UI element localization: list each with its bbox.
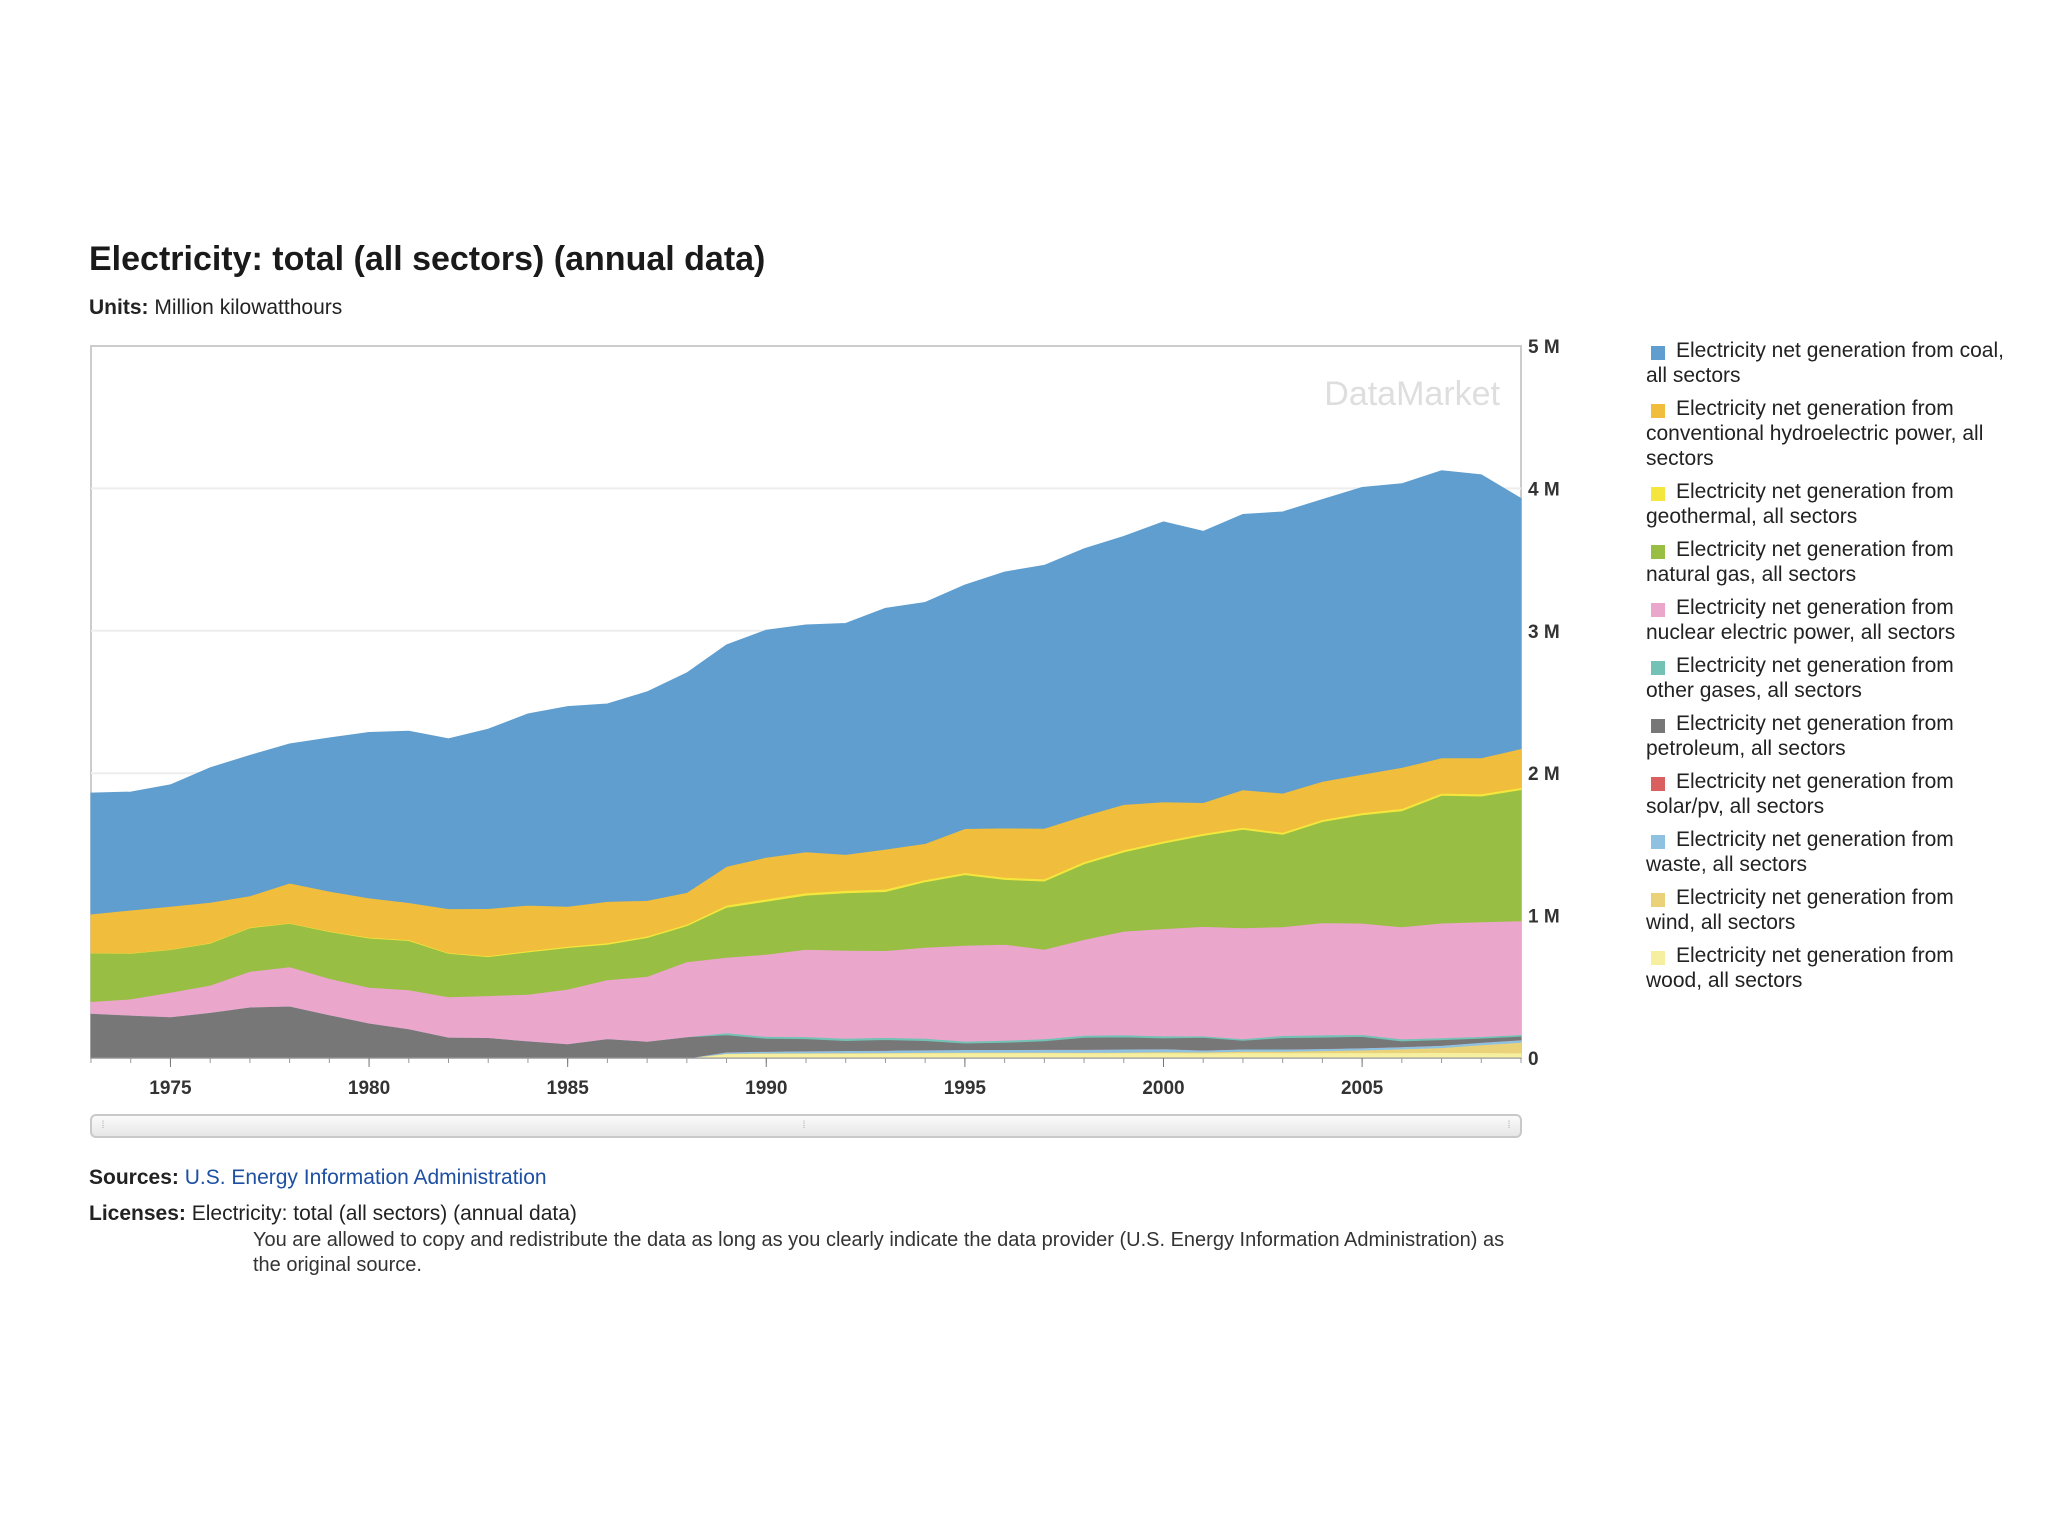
legend-item[interactable]: Electricity net generation from natural … bbox=[1646, 537, 2006, 587]
area-series-10[interactable] bbox=[90, 470, 1522, 915]
legend-label: Electricity net generation from natural … bbox=[1646, 538, 1954, 586]
x-tick-label: 1980 bbox=[348, 1078, 390, 1099]
legend-label: Electricity net generation from petroleu… bbox=[1646, 712, 1954, 760]
licenses-label: Licenses: bbox=[89, 1202, 186, 1225]
scrollbar-left-handle[interactable]: ⁞ bbox=[101, 1120, 105, 1131]
x-tick-label: 2000 bbox=[1142, 1078, 1184, 1099]
legend-swatch bbox=[1651, 661, 1665, 675]
legend-swatch bbox=[1651, 545, 1665, 559]
legend-item[interactable]: Electricity net generation from coal, al… bbox=[1646, 338, 2006, 388]
legend-item[interactable]: Electricity net generation from waste, a… bbox=[1646, 827, 2006, 877]
legend-swatch bbox=[1651, 487, 1665, 501]
legend-item[interactable]: Electricity net generation from conventi… bbox=[1646, 396, 2006, 471]
x-tick-label: 1990 bbox=[745, 1078, 787, 1099]
legend-swatch bbox=[1651, 719, 1665, 733]
sources-line: Sources: U.S. Energy Information Adminis… bbox=[89, 1166, 547, 1190]
scrollbar-center-grip[interactable]: ⁞ bbox=[802, 1120, 806, 1131]
x-tick-label: 1985 bbox=[547, 1078, 590, 1099]
x-tick-label: 2005 bbox=[1341, 1078, 1384, 1099]
sources-link[interactable]: U.S. Energy Information Administration bbox=[184, 1166, 547, 1189]
y-tick-label: 1 M bbox=[1528, 907, 1560, 928]
licenses-line: Licenses: Electricity: total (all sector… bbox=[89, 1202, 577, 1226]
legend-swatch bbox=[1651, 893, 1665, 907]
y-tick-label: 5 M bbox=[1528, 337, 1560, 358]
units-label: Units: bbox=[89, 296, 149, 319]
legend-swatch bbox=[1651, 951, 1665, 965]
legend-label: Electricity net generation from coal, al… bbox=[1646, 339, 2004, 387]
y-tick-label: 2 M bbox=[1528, 764, 1560, 785]
stacked-area-chart: DataMarket 0 1 M 2 M 3 M 4 M 5 M 1975 1980 1985… bbox=[90, 337, 1560, 1099]
legend-item[interactable]: Electricity net generation from wind, al… bbox=[1646, 885, 2006, 935]
sources-label: Sources: bbox=[89, 1166, 179, 1189]
watermark-text: DataMarket bbox=[1324, 375, 1500, 413]
legend-item[interactable]: Electricity net generation from other ga… bbox=[1646, 653, 2006, 703]
legend-swatch bbox=[1651, 346, 1665, 360]
legend-item[interactable]: Electricity net generation from geotherm… bbox=[1646, 479, 2006, 529]
scrollbar-right-handle[interactable]: ⁞ bbox=[1507, 1120, 1511, 1131]
y-tick-label: 3 M bbox=[1528, 622, 1560, 643]
x-axis: 1975 1980 1985 1990 1995 2000 2005 bbox=[90, 1057, 1522, 1099]
page-title: Electricity: total (all sectors) (annual… bbox=[89, 240, 766, 278]
legend-label: Electricity net generation from waste, a… bbox=[1646, 828, 1954, 876]
legend-item[interactable]: Electricity net generation from solar/pv… bbox=[1646, 769, 2006, 819]
units-line: Units: Million kilowatthours bbox=[89, 296, 342, 320]
legend-swatch bbox=[1651, 404, 1665, 418]
legend: Electricity net generation from coal, al… bbox=[1646, 338, 2006, 1001]
legend-swatch bbox=[1651, 603, 1665, 617]
legend-label: Electricity net generation from solar/pv… bbox=[1646, 770, 1954, 818]
legend-label: Electricity net generation from conventi… bbox=[1646, 397, 1984, 470]
legend-label: Electricity net generation from other ga… bbox=[1646, 654, 1954, 702]
legend-item[interactable]: Electricity net generation from nuclear … bbox=[1646, 595, 2006, 645]
legend-label: Electricity net generation from nuclear … bbox=[1646, 596, 1956, 644]
x-tick-label: 1995 bbox=[944, 1078, 987, 1099]
legend-swatch bbox=[1651, 777, 1665, 791]
y-tick-label: 0 bbox=[1528, 1049, 1539, 1070]
range-scrollbar[interactable]: ⁞ ⁞ ⁞ bbox=[90, 1114, 1522, 1138]
legend-label: Electricity net generation from wind, al… bbox=[1646, 886, 1954, 934]
licenses-name: Electricity: total (all sectors) (annual… bbox=[191, 1202, 577, 1225]
x-tick-label: 1975 bbox=[149, 1078, 192, 1099]
legend-label: Electricity net generation from wood, al… bbox=[1646, 944, 1954, 992]
legend-item[interactable]: Electricity net generation from petroleu… bbox=[1646, 711, 2006, 761]
legend-label: Electricity net generation from geotherm… bbox=[1646, 480, 1954, 528]
legend-swatch bbox=[1651, 835, 1665, 849]
units-value: Million kilowatthours bbox=[154, 296, 343, 319]
y-axis: 0 1 M 2 M 3 M 4 M 5 M bbox=[1528, 337, 1560, 1070]
license-description: You are allowed to copy and redistribute… bbox=[253, 1229, 1505, 1276]
area-series-group bbox=[90, 470, 1522, 1059]
y-tick-label: 4 M bbox=[1528, 479, 1560, 500]
legend-item[interactable]: Electricity net generation from wood, al… bbox=[1646, 943, 2006, 993]
